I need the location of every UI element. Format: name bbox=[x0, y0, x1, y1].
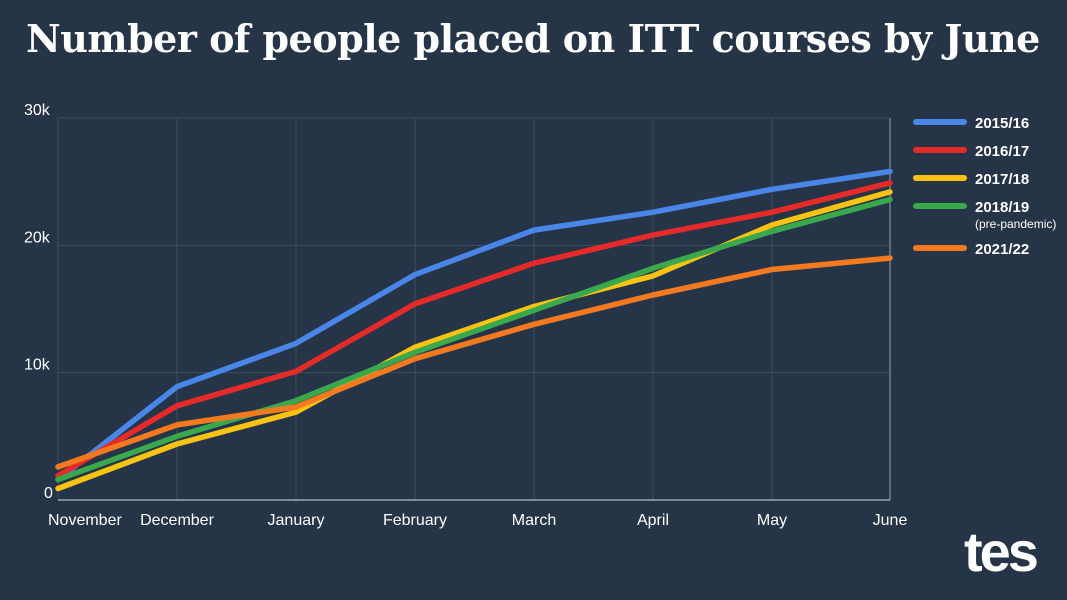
series-line-2015-16 bbox=[55, 168, 893, 483]
legend-label: 2015/16 bbox=[975, 115, 1029, 132]
grid-layer bbox=[58, 117, 890, 500]
series-line-2017-18 bbox=[55, 189, 893, 492]
series-line-2016-17 bbox=[55, 180, 893, 479]
legend-label: 2021/22 bbox=[975, 241, 1029, 258]
y-tick-label: 10k bbox=[24, 357, 51, 374]
legend-label: 2018/19 bbox=[975, 199, 1029, 216]
x-tick-label: March bbox=[512, 512, 556, 529]
x-tick-label: November bbox=[48, 512, 122, 529]
y-tick-label: 30k bbox=[24, 102, 51, 119]
legend-sublabel: (pre-pandemic) bbox=[975, 217, 1056, 231]
chart-title: Number of people placed on ITT courses b… bbox=[26, 16, 1040, 61]
legend-label: 2017/18 bbox=[975, 171, 1029, 188]
y-tick-label: 0 bbox=[44, 485, 53, 502]
x-tick-label: April bbox=[637, 512, 669, 529]
x-tick-label: June bbox=[873, 512, 908, 529]
y-tick-label: 20k bbox=[24, 229, 51, 246]
series-layer bbox=[55, 168, 893, 492]
axis-layer: 0 10k 20k 30k November December January Februar… bbox=[24, 102, 907, 529]
tes-logo: tes bbox=[964, 520, 1039, 583]
series-line-2021-22 bbox=[55, 255, 893, 470]
x-tick-label: May bbox=[757, 512, 787, 529]
legend-label: 2016/17 bbox=[975, 143, 1029, 160]
series-line-2018-19 bbox=[55, 196, 893, 483]
x-tick-label: February bbox=[383, 512, 447, 529]
x-tick-label: January bbox=[268, 512, 325, 529]
x-tick-label: December bbox=[140, 512, 214, 529]
legend: 2015/16 2016/17 2017/18 2018/19(pre-pandemi… bbox=[913, 115, 1056, 258]
